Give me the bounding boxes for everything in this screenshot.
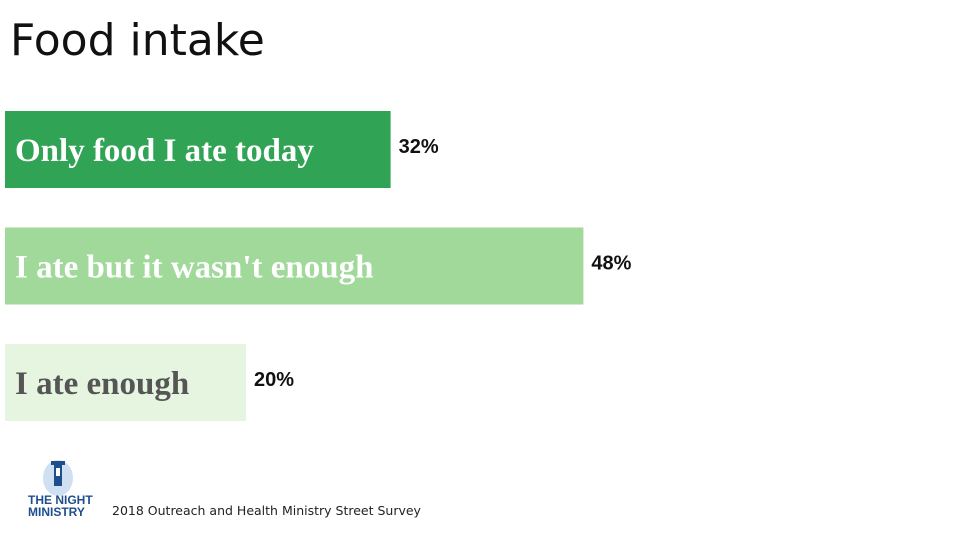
- bar: [5, 111, 391, 188]
- value-label: 48%: [591, 252, 631, 274]
- category-label: Only food I ate today: [15, 133, 314, 169]
- logo-text: MINISTRY: [28, 505, 85, 519]
- value-label: 32%: [399, 136, 439, 158]
- category-label: I ate enough: [15, 366, 189, 402]
- value-label: 20%: [254, 369, 294, 391]
- logo-icon: [43, 460, 73, 496]
- logo-text: THE NIGHT: [28, 493, 93, 507]
- bar: [5, 344, 246, 421]
- category-label: I ate but it wasn't enough: [15, 250, 373, 286]
- chart-title: Food intake: [10, 15, 265, 66]
- source-note: 2018 Outreach and Health Ministry Street…: [112, 503, 422, 518]
- bar: [5, 227, 584, 305]
